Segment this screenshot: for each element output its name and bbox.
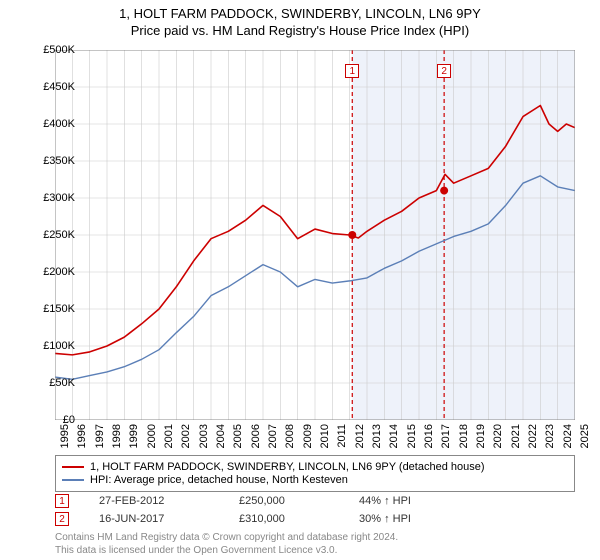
marker-number-box: 1 (55, 494, 69, 508)
marker-row: 2 16-JUN-2017 £310,000 30% ↑ HPI (55, 510, 411, 528)
y-tick-label: £100K (25, 340, 75, 352)
x-tick-label: 1995 (59, 424, 71, 448)
marker-price: £250,000 (239, 495, 329, 507)
x-tick-label: 2012 (354, 424, 366, 448)
marker-date: 16-JUN-2017 (99, 513, 209, 525)
x-tick-label: 2010 (319, 424, 331, 448)
marker-row: 1 27-FEB-2012 £250,000 44% ↑ HPI (55, 492, 411, 510)
x-tick-label: 2001 (163, 424, 175, 448)
marker-table: 1 27-FEB-2012 £250,000 44% ↑ HPI 2 16-JUN-201… (55, 492, 411, 528)
y-tick-label: £150K (25, 303, 75, 315)
y-tick-label: £400K (25, 118, 75, 130)
x-tick-label: 2004 (215, 424, 227, 448)
legend-text: 1, HOLT FARM PADDOCK, SWINDERBY, LINCOLN… (90, 461, 485, 473)
y-tick-label: £50K (25, 377, 75, 389)
x-tick-label: 1999 (128, 424, 140, 448)
x-tick-label: 1997 (94, 424, 106, 448)
footer-attribution: Contains HM Land Registry data © Crown c… (55, 532, 398, 557)
chart-svg (55, 50, 575, 420)
event-number-box: 1 (345, 64, 359, 78)
page-root: 1, HOLT FARM PADDOCK, SWINDERBY, LINCOLN… (0, 0, 600, 560)
x-tick-label: 2025 (579, 424, 591, 448)
x-tick-label: 2007 (267, 424, 279, 448)
legend-text: HPI: Average price, detached house, Nort… (90, 474, 348, 486)
x-tick-label: 2013 (371, 424, 383, 448)
title-subtitle: Price paid vs. HM Land Registry's House … (0, 23, 600, 38)
y-tick-label: £300K (25, 192, 75, 204)
x-tick-label: 2000 (146, 424, 158, 448)
x-tick-label: 1998 (111, 424, 123, 448)
x-tick-label: 2014 (388, 424, 400, 448)
x-tick-label: 2024 (562, 424, 574, 448)
legend-row: HPI: Average price, detached house, Nort… (62, 474, 568, 486)
x-tick-label: 2003 (198, 424, 210, 448)
x-tick-label: 2021 (510, 424, 522, 448)
x-tick-label: 2015 (406, 424, 418, 448)
footer-line-2: This data is licensed under the Open Gov… (55, 545, 398, 558)
legend-row: 1, HOLT FARM PADDOCK, SWINDERBY, LINCOLN… (62, 461, 568, 473)
title-block: 1, HOLT FARM PADDOCK, SWINDERBY, LINCOLN… (0, 0, 600, 38)
x-tick-label: 2019 (475, 424, 487, 448)
legend-swatch (62, 466, 84, 468)
y-tick-label: £350K (25, 155, 75, 167)
x-tick-label: 2011 (336, 424, 348, 448)
event-number-box: 2 (437, 64, 451, 78)
x-tick-label: 2023 (544, 424, 556, 448)
marker-number-box: 2 (55, 512, 69, 526)
marker-price: £310,000 (239, 513, 329, 525)
x-tick-label: 2020 (492, 424, 504, 448)
y-tick-label: £500K (25, 44, 75, 56)
marker-delta: 30% ↑ HPI (359, 513, 411, 525)
chart-area (55, 50, 575, 420)
x-tick-label: 2002 (180, 424, 192, 448)
x-tick-label: 2009 (302, 424, 314, 448)
footer-line-1: Contains HM Land Registry data © Crown c… (55, 532, 398, 545)
x-tick-label: 2008 (284, 424, 296, 448)
x-tick-label: 2017 (440, 424, 452, 448)
marker-date: 27-FEB-2012 (99, 495, 209, 507)
legend-swatch (62, 479, 84, 481)
y-tick-label: £250K (25, 229, 75, 241)
x-tick-label: 2018 (458, 424, 470, 448)
title-address: 1, HOLT FARM PADDOCK, SWINDERBY, LINCOLN… (0, 6, 600, 21)
x-tick-label: 1996 (76, 424, 88, 448)
y-tick-label: £200K (25, 266, 75, 278)
y-tick-label: £450K (25, 81, 75, 93)
marker-delta: 44% ↑ HPI (359, 495, 411, 507)
x-tick-label: 2006 (250, 424, 262, 448)
x-tick-label: 2016 (423, 424, 435, 448)
legend-box: 1, HOLT FARM PADDOCK, SWINDERBY, LINCOLN… (55, 455, 575, 492)
x-tick-label: 2022 (527, 424, 539, 448)
x-tick-label: 2005 (232, 424, 244, 448)
